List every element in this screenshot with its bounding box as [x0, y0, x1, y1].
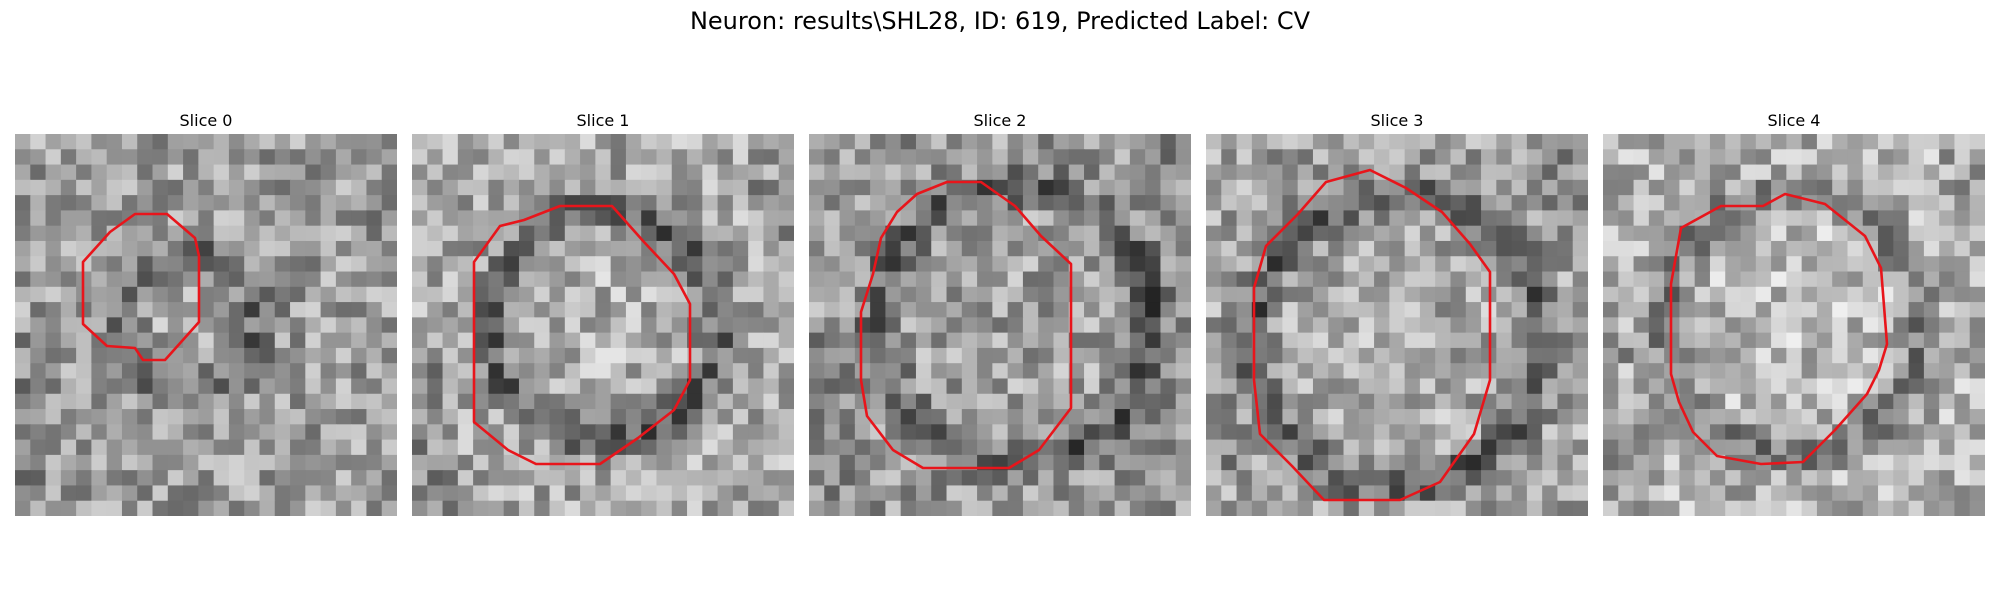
- slice-title: Slice 4: [1767, 111, 1821, 130]
- slice-image-0: [15, 134, 397, 516]
- segmentation-contour: [1669, 192, 1889, 466]
- slice-panel-0: Slice 0: [15, 108, 397, 516]
- segmentation-contour: [859, 180, 1073, 470]
- segmentation-contour: [81, 212, 201, 362]
- slice-title: Slice 1: [576, 111, 630, 130]
- slice-panel-2: Slice 2: [809, 108, 1191, 516]
- slice-panel-4: Slice 4: [1603, 108, 1985, 516]
- figure-title: Neuron: results\SHL28, ID: 619, Predicte…: [689, 7, 1311, 35]
- slice-panel-3: Slice 3: [1206, 108, 1588, 516]
- slice-title: Slice 0: [179, 111, 233, 130]
- slice-title: Slice 3: [1370, 111, 1424, 130]
- slice-image-2: [809, 134, 1191, 516]
- slice-image-4: [1603, 134, 1985, 516]
- slice-image-3: [1206, 134, 1588, 516]
- slice-title: Slice 2: [973, 111, 1027, 130]
- segmentation-contour: [472, 204, 692, 466]
- slice-panel-1: Slice 1: [412, 108, 794, 516]
- segmentation-contour: [1252, 168, 1492, 502]
- slice-image-1: [412, 134, 794, 516]
